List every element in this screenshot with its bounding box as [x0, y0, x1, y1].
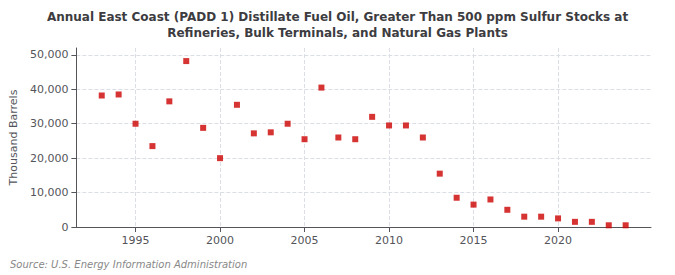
svg-text:Refineries, Bulk Terminals, an: Refineries, Bulk Terminals, and Natural … — [167, 26, 508, 40]
svg-text:20,000: 20,000 — [30, 152, 69, 165]
svg-text:2005: 2005 — [291, 234, 319, 247]
svg-text:2020: 2020 — [544, 234, 572, 247]
svg-text:2010: 2010 — [375, 234, 403, 247]
svg-text:30,000: 30,000 — [30, 117, 69, 130]
svg-text:50,000: 50,000 — [30, 48, 69, 61]
svg-text:1995: 1995 — [122, 234, 150, 247]
svg-text:10,000: 10,000 — [30, 186, 69, 199]
svg-text:0: 0 — [61, 221, 68, 234]
svg-text:2015: 2015 — [460, 234, 488, 247]
svg-text:2000: 2000 — [206, 234, 234, 247]
svg-text:Thousand Barrels: Thousand Barrels — [7, 89, 20, 186]
svg-text:Source: U.S. Energy Informatio: Source: U.S. Energy Information Administ… — [10, 259, 247, 270]
svg-text:40,000: 40,000 — [30, 83, 69, 96]
svg-text:Annual East Coast (PADD 1) Dis: Annual East Coast (PADD 1) Distillate Fu… — [47, 10, 629, 24]
